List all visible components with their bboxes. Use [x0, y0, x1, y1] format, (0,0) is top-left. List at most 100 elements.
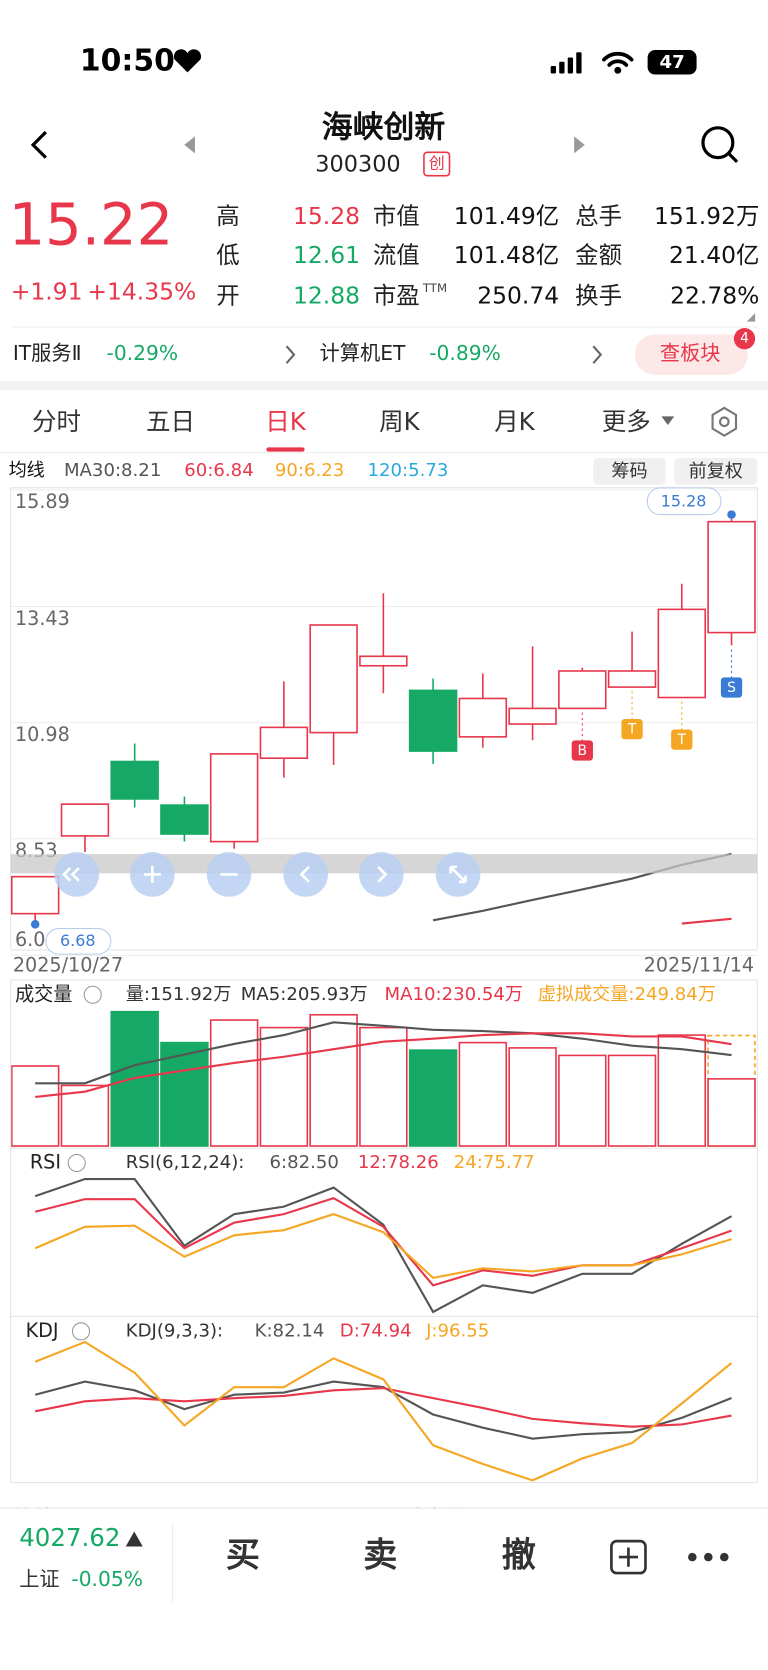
chart-frame: [10, 487, 758, 951]
zoom-icon: [62, 867, 80, 882]
legend-entry: J:96.55: [425, 1320, 489, 1341]
line: [34, 1387, 732, 1428]
candle-body: [607, 670, 657, 688]
tab[interactable]: 日K: [265, 407, 306, 436]
y-tick-label: 10.98: [15, 723, 70, 746]
volume-bar: [259, 1026, 309, 1147]
volume-bar: [657, 1034, 707, 1147]
chart-button-label[interactable]: 筹码: [611, 461, 647, 482]
line: [34, 1340, 733, 1482]
tab[interactable]: 五日: [146, 407, 195, 436]
candle-body: [209, 753, 259, 843]
panel-title: 成交量: [15, 982, 72, 1005]
badge: [733, 328, 756, 350]
volume-bar: [408, 1049, 458, 1147]
action-button[interactable]: 卖: [363, 1536, 397, 1576]
sector-button[interactable]: [634, 334, 748, 375]
candle-body: [259, 726, 309, 759]
panel-params: RSI(6,12,24):: [126, 1152, 245, 1173]
sector-name[interactable]: IT服务Ⅱ: [13, 341, 82, 365]
y-tick-label: 6.0: [15, 928, 45, 951]
candle-body: [558, 670, 607, 710]
action-button[interactable]: 买: [226, 1536, 260, 1576]
stat-value: 22.78%: [670, 282, 759, 310]
candle-body: [508, 707, 557, 725]
volume-bar: [458, 1041, 508, 1147]
chart-button[interactable]: [593, 457, 666, 485]
board-text: 创: [429, 154, 445, 173]
index-name[interactable]: 上证: [19, 1567, 59, 1591]
zoom-icon: [377, 866, 388, 883]
add-button[interactable]: [610, 1539, 647, 1575]
next-stock[interactable]: [574, 136, 585, 154]
zoom-button[interactable]: [54, 852, 100, 897]
more-caret[interactable]: [661, 416, 675, 425]
index-value[interactable]: 4027.62: [19, 1523, 120, 1552]
price: 15.22: [9, 192, 174, 259]
settings-icon[interactable]: [711, 406, 738, 437]
stat-value: 21.40亿: [669, 241, 759, 269]
volume-bar: [508, 1047, 557, 1147]
board-badge: [423, 151, 451, 177]
more-button[interactable]: [688, 1552, 729, 1562]
zoom-button[interactable]: [283, 852, 329, 897]
stat-label: 金额: [575, 241, 622, 269]
candle-body: [309, 624, 358, 734]
chart-button[interactable]: [674, 457, 758, 485]
chevron[interactable]: [592, 345, 603, 364]
index-change[interactable]: -0.05%: [71, 1567, 143, 1591]
back-button[interactable]: [30, 130, 47, 159]
line: [35, 1032, 732, 1099]
tab[interactable]: 月K: [494, 407, 535, 436]
sector-name[interactable]: 计算机ET: [320, 341, 406, 365]
tab-underline: [266, 447, 305, 452]
candle-body: [359, 655, 408, 667]
heart-icon: [173, 49, 202, 73]
candle-body: [657, 608, 707, 699]
action-button[interactable]: 撤: [502, 1536, 536, 1576]
x-tick-label: 2025/11/14: [644, 954, 754, 977]
signal-icon: [550, 52, 582, 74]
chart-button-label[interactable]: 前复权: [689, 461, 743, 482]
panel-title: RSI: [30, 1151, 61, 1174]
sector-change[interactable]: -0.29%: [107, 341, 179, 365]
stat-label: 开: [216, 282, 239, 310]
legend-entry: 虚拟成交量:249.84万: [538, 984, 716, 1005]
legend-entry: D:74.94: [340, 1320, 412, 1341]
sector-change[interactable]: -0.89%: [429, 341, 501, 365]
zoom-button[interactable]: [358, 852, 404, 897]
tab[interactable]: 分时: [32, 407, 81, 436]
actions: 买卖撤: [226, 1536, 536, 1576]
index-arrow: [125, 1531, 143, 1547]
prev-stock[interactable]: [184, 136, 195, 154]
zoom-icon: [449, 865, 467, 884]
legend-entry: 6:82.50: [270, 1152, 339, 1173]
wifi-icon: [602, 51, 634, 74]
sector-button-text[interactable]: 查板块: [660, 341, 721, 365]
legend-entry: 120:5.73: [367, 460, 448, 481]
candle-body: [60, 803, 110, 837]
legend-entry: 60:6.84: [184, 460, 253, 481]
search-button[interactable]: [701, 126, 739, 164]
panel-title: KDJ: [26, 1319, 59, 1342]
signal-label: S: [727, 680, 736, 696]
signal-badge: [671, 729, 693, 750]
chevron[interactable]: [285, 345, 296, 364]
legend-entry: 24:75.77: [454, 1152, 535, 1173]
max-dot: [727, 510, 736, 519]
help-icon: [71, 1322, 91, 1341]
signal-label: T: [627, 722, 637, 738]
bottom-bar: [0, 1508, 768, 1670]
help-icon: [67, 1153, 86, 1173]
tabs: 分时 五日 日K 周K 月K 更多: [32, 407, 651, 452]
change: +1.91: [11, 277, 83, 305]
expand-icon[interactable]: [746, 313, 756, 322]
time: 10:50: [80, 43, 175, 78]
tab[interactable]: 周K: [379, 407, 420, 436]
stat-label: 市值: [373, 202, 420, 230]
y-tick-label: 15.89: [15, 490, 70, 513]
stat-value: 101.49亿: [454, 202, 559, 230]
tab[interactable]: 更多: [602, 407, 651, 436]
stock-code: 300300: [315, 152, 400, 178]
